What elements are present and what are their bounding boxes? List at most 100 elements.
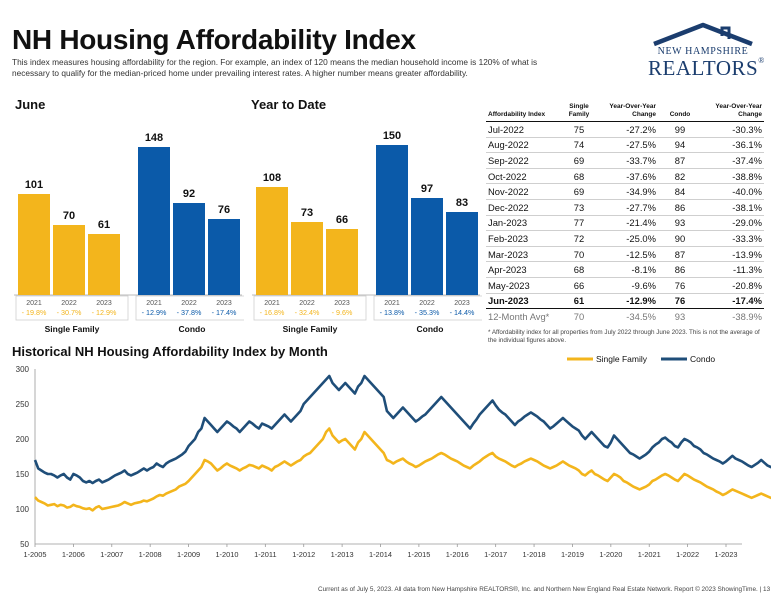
- y-tick-label: 250: [16, 400, 30, 409]
- condo-line: [33, 374, 771, 485]
- row-single-value: 69: [562, 152, 596, 169]
- row-label: Dec-2022: [486, 199, 562, 216]
- bar-value-label: 73: [301, 207, 313, 219]
- row-condo-change: -30.3%: [702, 121, 764, 138]
- bar-change-label: - 35.3%: [415, 308, 440, 317]
- x-tick-label: 1-2010: [215, 550, 238, 559]
- bar: [376, 145, 408, 295]
- bar-group-label: Single Family: [45, 324, 100, 334]
- x-tick-label: 1-2006: [62, 550, 85, 559]
- bar-change-label: - 12.9%: [92, 308, 117, 317]
- bar-change-label: - 12.9%: [142, 308, 167, 317]
- page-title: NH Housing Affordability Index: [12, 24, 416, 55]
- bar-group-label: Condo: [417, 324, 444, 334]
- row-condo-change: -13.9%: [702, 246, 764, 263]
- x-tick-label: 1-2018: [523, 550, 546, 559]
- bar: [326, 229, 358, 295]
- row-sf-change: -12.9%: [596, 293, 658, 310]
- col-header-condo-change: Year-Over-Year Change: [702, 103, 764, 122]
- row-condo-change: -20.8%: [702, 277, 764, 294]
- row-single-value: 70: [573, 310, 585, 322]
- realtors-logo: NEW HAMPSHIRE REALTORS®: [648, 22, 764, 80]
- affordability-table: Affordability Index Single Family Year-O…: [486, 103, 764, 324]
- row-sf-change: -27.7%: [596, 199, 658, 216]
- bar-group-frame: [135, 295, 244, 321]
- logo-line2: REALTORS®: [648, 56, 764, 81]
- row-sf-change: -25.0%: [596, 230, 658, 247]
- row-condo-change: -38.1%: [702, 199, 764, 216]
- bar-value-label: 92: [183, 188, 195, 200]
- bar: [138, 147, 170, 295]
- historical-heading: Historical NH Housing Affordability Inde…: [12, 344, 328, 359]
- row-condo-change: -33.3%: [702, 230, 764, 247]
- bar-value-label: 150: [383, 130, 401, 142]
- row-label: Feb-2023: [486, 230, 562, 247]
- bar-value-label: 148: [145, 132, 163, 144]
- bar-change-label: - 32.4%: [295, 308, 320, 317]
- table-row: Aug-2022 74 -27.5% 94 -36.1%: [486, 137, 764, 154]
- logo-line1: NEW HAMPSHIRE: [657, 46, 749, 57]
- table-row: Apr-2023 68 -8.1% 86 -11.3%: [486, 261, 764, 278]
- row-condo-change: -38.8%: [702, 168, 764, 185]
- table-row: Jan-2023 77 -21.4% 93 -29.0%: [486, 215, 764, 232]
- logo-registered-mark: ®: [758, 56, 765, 65]
- x-tick-label: 1-2023: [714, 550, 737, 559]
- table-footnote: * Affordability index for all properties…: [488, 329, 760, 345]
- row-condo-change: -37.4%: [702, 152, 764, 169]
- bar-value-label: 61: [98, 219, 110, 231]
- bar-year-label: 2021: [384, 300, 400, 307]
- bar-year-label: 2021: [26, 300, 42, 307]
- row-condo-value: 90: [658, 230, 702, 247]
- row-single-value: 70: [562, 246, 596, 263]
- y-tick-label: 50: [20, 540, 29, 549]
- bar: [53, 225, 85, 295]
- row-label: 12-Month Avg*: [488, 310, 550, 322]
- row-condo-value: 86: [658, 199, 702, 216]
- bar: [18, 194, 50, 295]
- row-sf-change: -21.4%: [596, 215, 658, 232]
- bar-year-label: 2023: [454, 300, 470, 307]
- row-single-value: 73: [562, 199, 596, 216]
- table-row: Feb-2023 72 -25.0% 90 -33.3%: [486, 230, 764, 247]
- bar-value-label: 70: [63, 210, 75, 222]
- table-row: Dec-2022 73 -27.7% 86 -38.1%: [486, 199, 764, 216]
- bar-year-label: 2023: [216, 300, 232, 307]
- row-sf-change: -9.6%: [596, 277, 658, 294]
- table-row: May-2023 66 -9.6% 76 -20.8%: [486, 277, 764, 294]
- row-condo-value: 99: [658, 121, 702, 138]
- row-label: Jun-2023: [486, 293, 562, 310]
- x-tick-label: 1-2013: [331, 550, 354, 559]
- bar: [291, 222, 323, 295]
- x-tick-label: 1-2012: [292, 550, 315, 559]
- bar-year-label: 2022: [61, 300, 77, 307]
- x-tick-label: 1-2019: [561, 550, 584, 559]
- x-tick-label: 1-2017: [484, 550, 507, 559]
- row-label: Oct-2022: [486, 168, 562, 185]
- bar-year-label: 2021: [146, 300, 162, 307]
- bar-change-label: - 14.4%: [450, 308, 475, 317]
- bar-change-label: - 16.8%: [260, 308, 285, 317]
- row-sf-change: -34.5%: [626, 310, 656, 322]
- page-subtitle: This index measures housing affordabilit…: [12, 57, 538, 78]
- bar: [208, 219, 240, 295]
- row-condo-value: 94: [658, 137, 702, 154]
- row-label: Apr-2023: [486, 261, 562, 278]
- bar-year-label: 2023: [334, 300, 350, 307]
- bar-group-frame: [15, 295, 129, 321]
- ytd-heading: Year to Date: [251, 97, 327, 112]
- x-tick-label: 1-2015: [407, 550, 430, 559]
- row-sf-change: -12.5%: [596, 246, 658, 263]
- row-label: Aug-2022: [486, 137, 562, 154]
- row-sf-change: -27.5%: [596, 137, 658, 154]
- june-heading: June: [15, 97, 46, 112]
- bar-value-label: 76: [218, 204, 230, 216]
- bar-change-label: - 9.6%: [332, 308, 353, 317]
- row-condo-value: 76: [658, 293, 702, 310]
- bar-value-label: 101: [25, 179, 43, 191]
- col-header-single: Single Family: [562, 103, 596, 122]
- bar-year-label: 2023: [96, 300, 112, 307]
- row-label: Jul-2022: [486, 121, 562, 138]
- table-header-row: Affordability Index Single Family Year-O…: [486, 103, 764, 122]
- table-row: Nov-2022 69 -34.9% 84 -40.0%: [486, 183, 764, 200]
